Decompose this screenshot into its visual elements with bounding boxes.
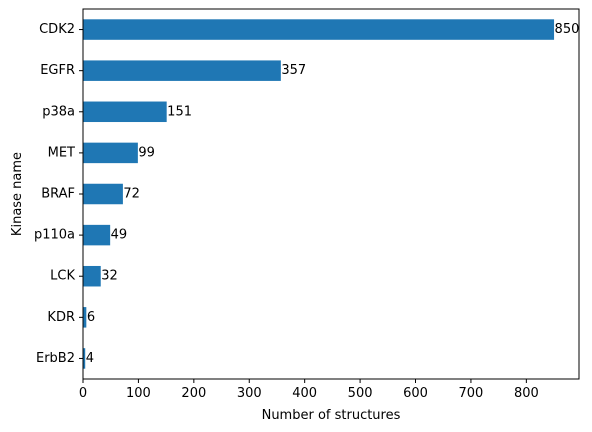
x-ticks-group: 0 100 200 300 400 500 600 700 800 <box>79 379 539 401</box>
bar-met <box>83 142 138 164</box>
x-tick-label-200: 200 <box>181 386 206 401</box>
x-tick-label-300: 300 <box>237 386 262 401</box>
category-label-erbb2: ErbB2 <box>36 351 75 366</box>
bars-group <box>83 19 555 369</box>
x-tick-label-100: 100 <box>126 386 151 401</box>
data-label-erbb2: 4 <box>86 351 94 366</box>
bar-egfr <box>83 60 281 81</box>
data-label-egfr: 357 <box>281 63 306 78</box>
category-label-braf: BRAF <box>41 187 75 202</box>
data-label-p110a: 49 <box>111 228 128 243</box>
x-tick-label-800: 800 <box>514 386 539 401</box>
category-label-cdk2: CDK2 <box>39 22 75 37</box>
x-tick-label-0: 0 <box>79 386 87 401</box>
category-labels-group: CDK2 EGFR p38a MET BRAF p110a LCK KDR ErbB2 <box>34 22 83 366</box>
data-label-met: 99 <box>138 145 155 160</box>
bar-p110a <box>83 224 111 246</box>
data-label-kdr: 6 <box>87 310 95 325</box>
data-label-p38a: 151 <box>167 104 192 119</box>
data-label-braf: 72 <box>123 187 140 202</box>
data-labels-group: 850 357 151 99 72 49 32 6 4 <box>86 22 580 366</box>
category-label-egfr: EGFR <box>40 63 75 78</box>
y-axis-label: Kinase name <box>10 152 25 236</box>
bar-lck <box>83 265 101 287</box>
x-tick-label-400: 400 <box>292 386 317 401</box>
bar-p38a <box>83 101 167 123</box>
bar-kdr <box>83 307 87 328</box>
category-label-kdr: KDR <box>47 310 75 325</box>
x-tick-label-500: 500 <box>348 386 373 401</box>
category-label-p110a: p110a <box>34 228 75 243</box>
x-tick-label-700: 700 <box>459 386 484 401</box>
category-label-p38a: p38a <box>42 104 75 119</box>
category-label-lck: LCK <box>50 269 75 284</box>
bar-cdk2 <box>83 19 555 40</box>
x-tick-label-600: 600 <box>403 386 428 401</box>
bar-braf <box>83 183 123 205</box>
bar-erbb2 <box>83 348 86 369</box>
data-label-cdk2: 850 <box>555 22 580 37</box>
x-axis-label: Number of structures <box>262 408 401 423</box>
plot-frame <box>82 8 580 380</box>
category-label-met: MET <box>48 145 75 160</box>
data-label-lck: 32 <box>101 269 118 284</box>
